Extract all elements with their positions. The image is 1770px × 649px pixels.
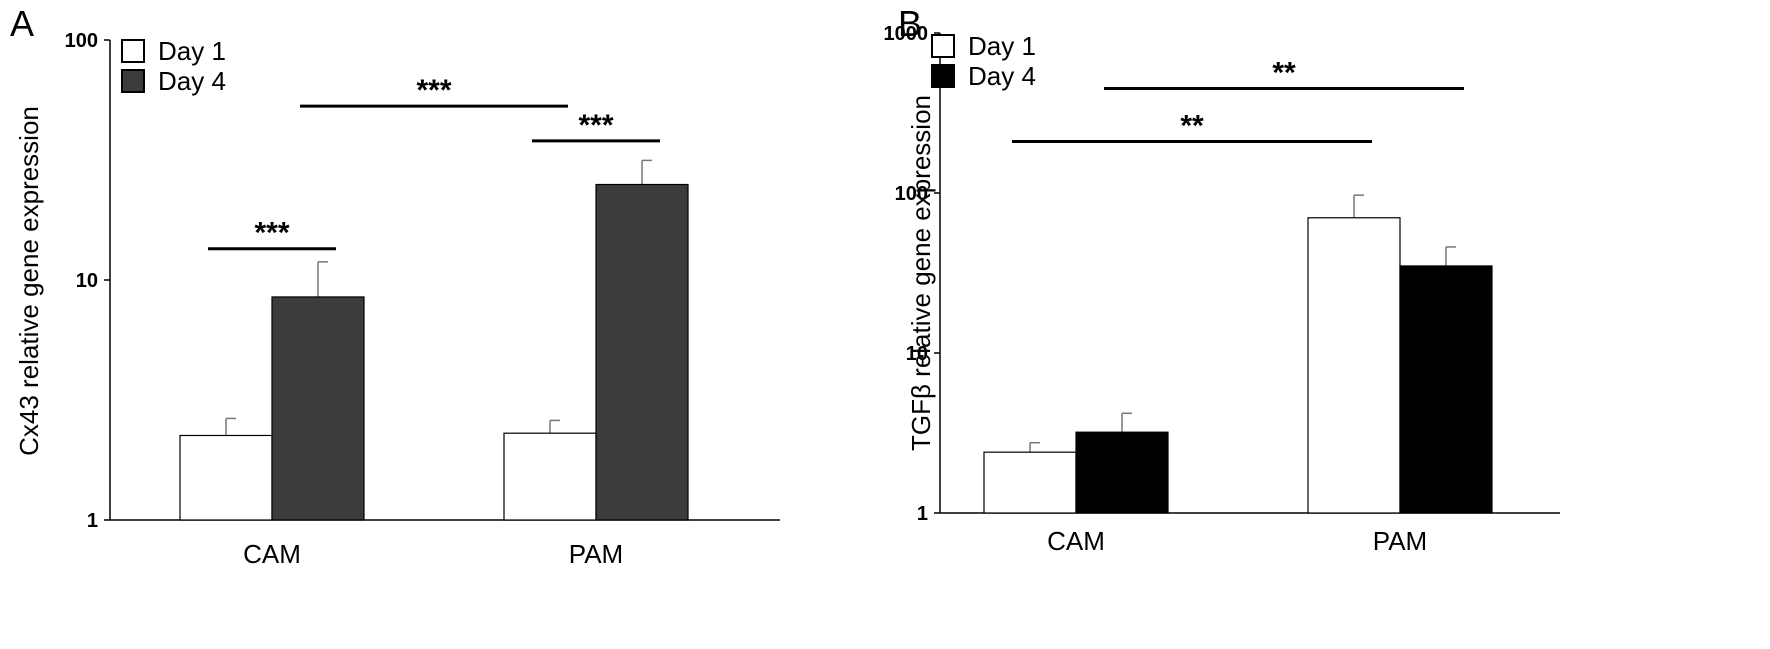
legend-label: Day 4 [968,61,1036,91]
x-category-label: PAM [569,539,623,569]
significance-label: ** [1272,56,1296,89]
panel-a-y-axis-label: Cx43 relative gene expression [14,106,44,456]
panel-a: A Cx43 relative gene expression 1 10 100 CA… [10,3,780,569]
bar-pam-day-4 [595,183,689,521]
bar-pam-day-4 [1399,265,1493,514]
legend-label: Day 1 [158,36,226,66]
panel-b-y-axis-label: TGFβ relative gene expression [906,95,936,451]
y-tick-label: 10 [76,270,98,292]
y-tick-label: 1 [87,510,98,532]
legend-swatch-day-1 [931,34,955,58]
x-category-label: CAM [1047,526,1105,556]
legend-label: Day 1 [968,31,1036,61]
bar-cam-day-4 [271,296,365,521]
x-category-label: CAM [243,539,301,569]
legend-label: Day 4 [158,66,226,96]
y-tick-label: 100 [895,183,928,205]
significance-label: *** [578,109,613,142]
panel-a-letter: A [10,3,34,44]
y-tick-label: 1 [917,503,928,525]
legend-swatch-day-1 [121,39,145,63]
significance-label: ** [1180,109,1204,142]
bar-cam-day-1 [179,434,273,521]
x-category-label: PAM [1373,526,1427,556]
bar-cam-day-4 [1075,431,1169,514]
significance-label: *** [416,74,451,107]
y-tick-label: 10 [906,343,928,365]
significance-label: *** [254,217,289,250]
bar-pam-day-1 [503,432,597,521]
legend-swatch-day-4 [931,64,955,88]
panel-b-letter: B [898,3,922,44]
legend-swatch-day-4 [121,69,145,93]
y-tick-label: 100 [65,30,98,52]
panel-b: B TGFβ relative gene expression 1 10 100 10… [884,3,1560,556]
y-tick-label: 1000 [884,23,929,45]
bar-cam-day-1 [983,451,1077,514]
bar-pam-day-1 [1307,217,1401,514]
